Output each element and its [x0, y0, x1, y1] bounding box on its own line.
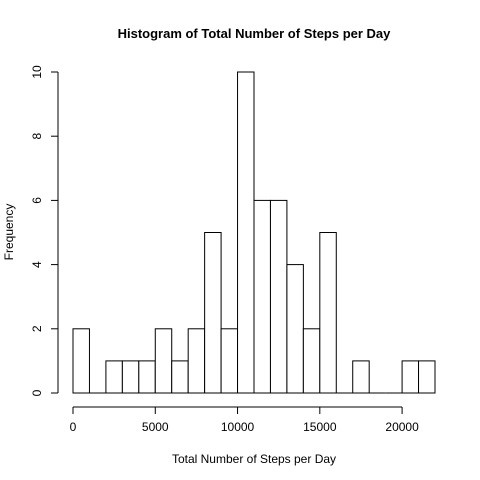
histogram-bar: [418, 360, 436, 394]
y-tick-label: 10: [30, 65, 44, 79]
x-tick-label: 5000: [142, 420, 169, 434]
y-tick-label: 4: [30, 261, 44, 268]
bars-group: [72, 71, 436, 394]
histogram-bar: [187, 328, 206, 394]
histogram-bar: [204, 232, 222, 394]
y-tick-label: 8: [30, 133, 44, 140]
histogram-bar: [352, 360, 370, 394]
histogram-bar: [253, 199, 271, 394]
histogram-bar: [138, 360, 156, 394]
y-axis-label: Frequency: [2, 204, 16, 261]
histogram-bar: [319, 232, 337, 394]
histogram-bar: [269, 199, 288, 394]
y-axis: 0 2 4 6 8 10: [30, 65, 59, 396]
y-tick-label: 2: [30, 325, 44, 332]
x-axis: 0 5000 10000 15000 20000: [70, 406, 419, 434]
x-tick-label: 15000: [303, 420, 337, 434]
histogram-bar: [220, 328, 239, 394]
histogram-bar: [72, 328, 90, 394]
histogram-bar: [154, 328, 173, 394]
histogram-bar: [302, 328, 321, 394]
histogram-bar: [401, 360, 420, 394]
chart-title: Histogram of Total Number of Steps per D…: [118, 26, 392, 41]
histogram-bar: [286, 264, 304, 394]
x-tick-label: 10000: [221, 420, 255, 434]
histogram-bar: [171, 360, 189, 394]
x-tick-label: 20000: [385, 420, 419, 434]
histogram-bar: [121, 360, 140, 394]
histogram-bar: [237, 71, 255, 394]
x-axis-label: Total Number of Steps per Day: [172, 452, 336, 466]
y-tick-label: 0: [30, 389, 44, 396]
y-tick-label: 6: [30, 197, 44, 204]
x-tick-label: 0: [70, 420, 77, 434]
histogram-bar: [105, 360, 123, 394]
